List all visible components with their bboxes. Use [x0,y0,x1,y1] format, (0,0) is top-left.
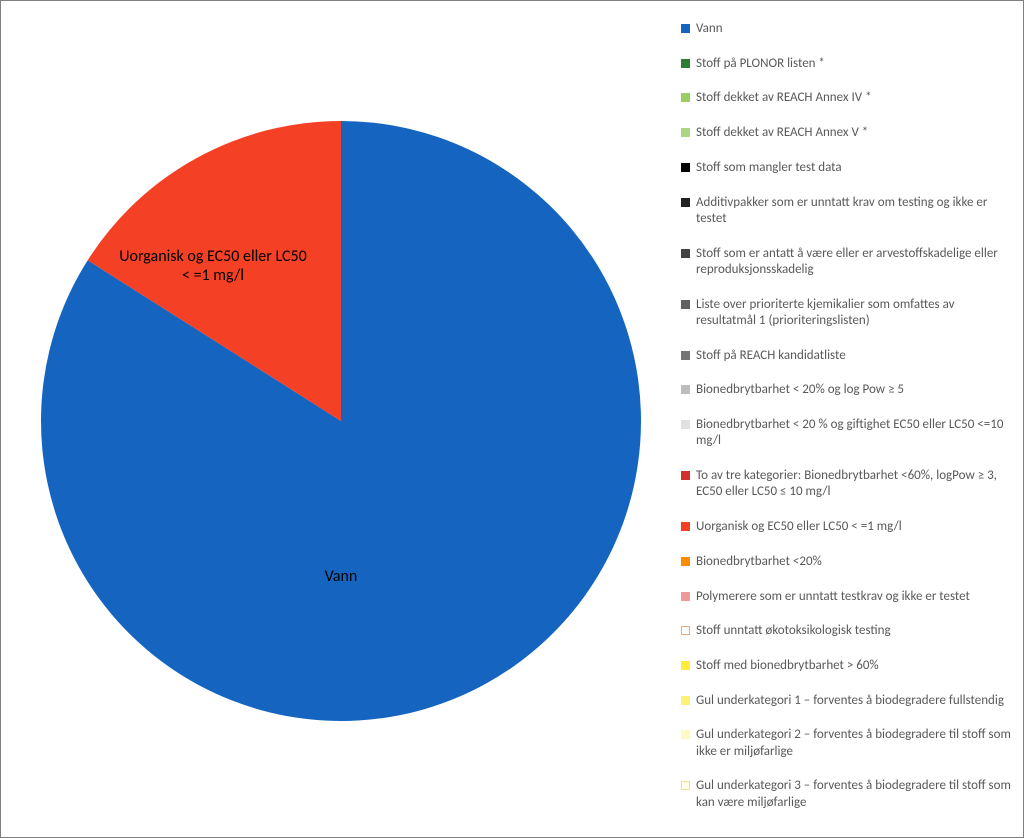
legend-item: Stoff dekket av REACH Annex V * [681,125,1011,141]
legend-item: Polymerere som er unntatt testkrav og ik… [681,589,1011,605]
legend-swatch [681,300,690,309]
legend-swatch [681,249,690,258]
legend-swatch [681,730,690,739]
legend-label: Polymerere som er unntatt testkrav og ik… [696,589,970,605]
legend-label: Stoff unntatt økotoksikologisk testing [696,623,891,639]
legend-label: Stoff på PLONOR listen * [696,56,825,72]
legend: Vann Stoff på PLONOR listen * Stoff dekket… [681,21,1011,821]
legend-item: Vann [681,21,1011,37]
legend-item: Gul underkategori 1 – forventes å biodeg… [681,693,1011,709]
legend-swatch [681,781,690,790]
legend-item: Stoff med bionedbrytbarhet > 60% [681,658,1011,674]
legend-swatch [681,626,690,635]
legend-item: Bionedbrytbarhet < 20% og log Pow ≥ 5 [681,382,1011,398]
legend-label: Stoff som er antatt å være eller er arve… [696,246,1011,279]
legend-swatch [681,24,690,33]
legend-label: Vann [696,21,723,37]
legend-swatch [681,385,690,394]
legend-item: Liste over prioriterte kjemikalier som o… [681,297,1011,330]
legend-swatch [681,471,690,480]
legend-swatch [681,128,690,137]
legend-swatch [681,592,690,601]
legend-label: Additivpakker som er unntatt krav om tes… [696,195,1011,228]
legend-label: Uorganisk og EC50 eller LC50 < =1 mg/l [696,519,902,535]
legend-label: Gul underkategori 2 – forventes å biodeg… [696,727,1011,760]
legend-label: Stoff på REACH kandidatliste [696,348,846,364]
legend-label: Liste over prioriterte kjemikalier som o… [696,297,1011,330]
legend-swatch [681,696,690,705]
legend-swatch [681,93,690,102]
legend-item: To av tre kategorier: Bionedbrytbarhet <… [681,468,1011,501]
legend-swatch [681,163,690,172]
legend-label: Stoff som mangler test data [696,160,842,176]
legend-item: Stoff som mangler test data [681,160,1011,176]
legend-label: Stoff dekket av REACH Annex IV * [696,90,872,106]
legend-label: Stoff med bionedbrytbarhet > 60% [696,658,879,674]
legend-item: Gul underkategori 3 – forventes å biodeg… [681,778,1011,811]
legend-swatch [681,557,690,566]
legend-label: Bionedbrytbarhet <20% [696,554,822,570]
legend-label: Gul underkategori 3 – forventes å biodeg… [696,778,1011,811]
legend-item: Bionedbrytbarhet < 20 % og giftighet EC5… [681,417,1011,450]
pie-label-vann: Vann [325,567,358,586]
legend-item: Stoff som er antatt å være eller er arve… [681,246,1011,279]
legend-swatch [681,351,690,360]
legend-swatch [681,198,690,207]
legend-swatch [681,522,690,531]
legend-swatch [681,420,690,429]
legend-swatch [681,59,690,68]
legend-item: Stoff dekket av REACH Annex IV * [681,90,1011,106]
legend-label: Gul underkategori 1 – forventes å biodeg… [696,693,1004,709]
legend-item: Stoff på REACH kandidatliste [681,348,1011,364]
legend-item: Stoff på PLONOR listen * [681,56,1011,72]
legend-label: Stoff dekket av REACH Annex V * [696,125,868,141]
legend-item: Uorganisk og EC50 eller LC50 < =1 mg/l [681,519,1011,535]
legend-item: Stoff unntatt økotoksikologisk testing [681,623,1011,639]
legend-swatch [681,661,690,670]
legend-item: Bionedbrytbarhet <20% [681,554,1011,570]
legend-label: To av tre kategorier: Bionedbrytbarhet <… [696,468,1011,501]
legend-item: Gul underkategori 2 – forventes å biodeg… [681,727,1011,760]
chart-frame: VannUorganisk og EC50 eller LC50< =1 mg/… [0,0,1024,838]
legend-item: Additivpakker som er unntatt krav om tes… [681,195,1011,228]
legend-label: Bionedbrytbarhet < 20 % og giftighet EC5… [696,417,1011,450]
legend-label: Bionedbrytbarhet < 20% og log Pow ≥ 5 [696,382,904,398]
pie-chart: VannUorganisk og EC50 eller LC50< =1 mg/… [21,41,661,801]
